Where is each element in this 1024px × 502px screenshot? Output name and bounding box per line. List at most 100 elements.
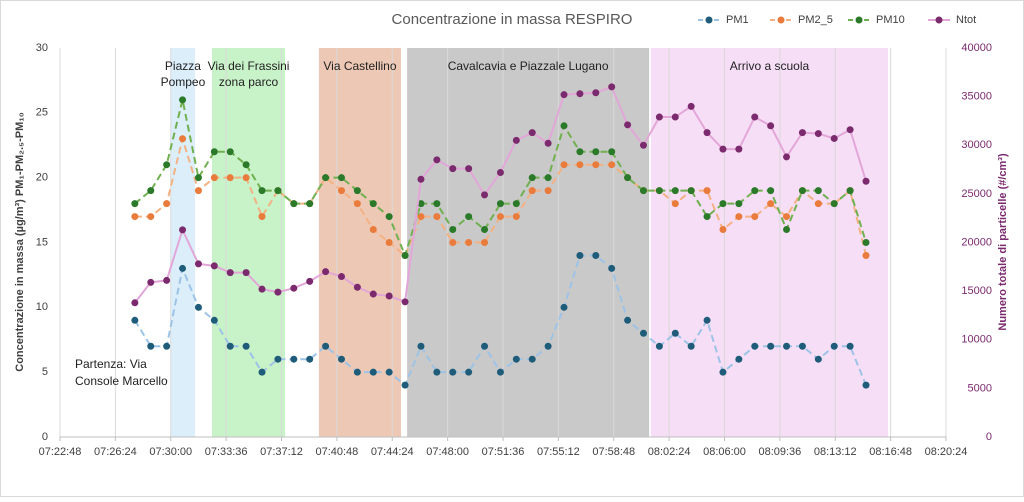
data-point	[481, 191, 489, 199]
data-point	[449, 368, 457, 376]
data-point	[862, 251, 870, 259]
data-point	[194, 187, 202, 195]
data-point	[544, 342, 552, 350]
data-point	[528, 187, 536, 195]
data-point	[512, 200, 520, 208]
data-point	[465, 165, 473, 173]
data-point	[528, 174, 536, 182]
data-point	[417, 200, 425, 208]
data-point	[131, 213, 139, 221]
data-point	[544, 139, 552, 147]
data-point	[449, 165, 457, 173]
x-tick-label: 07:51:36	[482, 446, 525, 458]
region-label: Pompeo	[161, 75, 206, 89]
data-point	[465, 239, 473, 246]
data-point	[671, 200, 679, 208]
data-point	[767, 200, 775, 208]
data-point	[703, 213, 711, 221]
data-point	[163, 342, 171, 350]
y2-tick-label: 20000	[961, 236, 992, 248]
data-point	[862, 239, 870, 246]
data-point	[608, 161, 616, 169]
data-point	[798, 129, 806, 137]
data-point	[242, 269, 250, 277]
data-point	[194, 174, 202, 182]
data-point	[322, 268, 330, 276]
data-point	[274, 288, 282, 296]
data-point	[290, 200, 298, 208]
data-point	[798, 342, 806, 350]
x-tick-label: 07:30:00	[149, 446, 192, 458]
data-point	[179, 96, 187, 104]
data-point	[592, 148, 600, 156]
data-point	[687, 102, 695, 110]
y2-tick-label: 35000	[961, 91, 992, 103]
x-tick-label: 07:44:24	[371, 446, 414, 458]
data-point	[735, 145, 743, 153]
x-tick-label: 08:09:36	[758, 446, 801, 458]
region	[650, 48, 889, 437]
x-tick-label: 08:06:00	[703, 446, 746, 458]
data-point	[337, 273, 345, 281]
data-point	[814, 355, 822, 363]
data-point	[767, 342, 775, 350]
y-axis-title: Concentrazione in massa (µg/m³) PM₁-PM₂.…	[14, 112, 26, 372]
data-point	[655, 113, 663, 121]
chart-title: Concentrazione in massa RESPIRO	[392, 11, 633, 28]
region	[212, 48, 286, 437]
data-point	[496, 168, 504, 176]
y-tick-label: 0	[42, 431, 48, 443]
data-point	[274, 187, 282, 195]
data-point	[385, 368, 393, 376]
data-point	[703, 187, 711, 195]
y-tick-label: 10	[36, 301, 48, 313]
data-point	[401, 381, 409, 389]
data-point	[258, 368, 266, 376]
data-point	[576, 161, 584, 169]
data-point	[703, 129, 711, 137]
data-point	[735, 213, 743, 221]
y-tick-label: 15	[36, 236, 48, 248]
data-point	[655, 342, 663, 350]
legend-label: PM1	[726, 14, 749, 26]
x-tick-label: 08:20:24	[925, 446, 968, 458]
data-point	[639, 141, 647, 149]
data-point	[226, 342, 234, 350]
data-point	[258, 187, 266, 195]
data-point	[592, 89, 600, 97]
data-point	[226, 174, 234, 182]
data-point	[544, 174, 552, 182]
x-tick-label: 07:22:48	[39, 446, 82, 458]
data-point	[433, 200, 441, 208]
data-point	[322, 342, 330, 350]
y2-axis-title: Numero totale di particelle (#/cm³)	[997, 153, 1009, 331]
y2-tick-label: 15000	[961, 285, 992, 297]
data-point	[814, 200, 822, 208]
y2-tick-label: 30000	[961, 139, 992, 151]
y2-tick-label: 25000	[961, 188, 992, 200]
data-point	[353, 283, 361, 291]
data-point	[783, 342, 791, 350]
data-point	[306, 355, 314, 363]
data-point	[401, 251, 409, 259]
data-point	[512, 136, 520, 144]
data-point	[496, 213, 504, 221]
data-point	[337, 355, 345, 363]
legend-marker	[855, 16, 863, 24]
data-point	[481, 226, 489, 234]
region	[170, 48, 196, 437]
data-point	[783, 226, 791, 234]
data-point	[163, 276, 171, 284]
data-point	[417, 342, 425, 350]
data-point	[385, 213, 393, 221]
x-tick-label: 08:13:12	[814, 446, 857, 458]
annotation: Partenza: Via	[75, 357, 147, 371]
region-label: Cavalcavia e Piazzale Lugano	[448, 59, 609, 73]
data-point	[624, 174, 632, 182]
data-point	[353, 200, 361, 208]
x-tick-label: 08:02:24	[648, 446, 691, 458]
data-point	[608, 264, 616, 272]
data-point	[369, 200, 377, 208]
data-point	[147, 342, 155, 350]
data-point	[512, 355, 520, 363]
